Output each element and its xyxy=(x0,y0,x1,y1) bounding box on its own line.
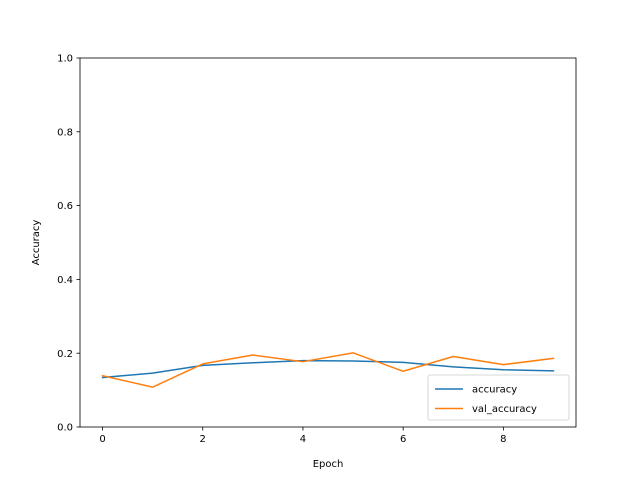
y-tick-label: 0.8 xyxy=(57,127,73,138)
y-tick-label: 0.2 xyxy=(57,349,73,360)
x-tick-label: 4 xyxy=(300,434,306,445)
x-tick-label: 8 xyxy=(500,434,506,445)
y-tick-label: 1.0 xyxy=(57,54,73,65)
series-line-accuracy xyxy=(101,359,555,379)
legend-box xyxy=(427,374,570,421)
y-tick-label: 0.0 xyxy=(57,423,73,434)
legend: accuracy val_accuracy xyxy=(427,374,570,421)
series-line-val-accuracy xyxy=(101,352,555,388)
x-axis-label: Epoch xyxy=(313,459,344,470)
series-lines xyxy=(101,352,555,388)
axes-frame xyxy=(79,57,577,428)
y-axis-label: Accuracy xyxy=(31,220,42,266)
legend-label: accuracy xyxy=(472,385,517,396)
x-tick-label: 0 xyxy=(99,434,105,445)
x-tick-label: 6 xyxy=(400,434,406,445)
y-tick-label: 0.4 xyxy=(57,275,73,286)
axis-ticks: 0 2 4 6 8 0.0 0.2 0.4 0.6 0.8 1.0 xyxy=(57,54,506,445)
legend-label: val_accuracy xyxy=(472,404,537,415)
x-tick-label: 2 xyxy=(200,434,206,445)
y-tick-label: 0.6 xyxy=(57,201,73,212)
